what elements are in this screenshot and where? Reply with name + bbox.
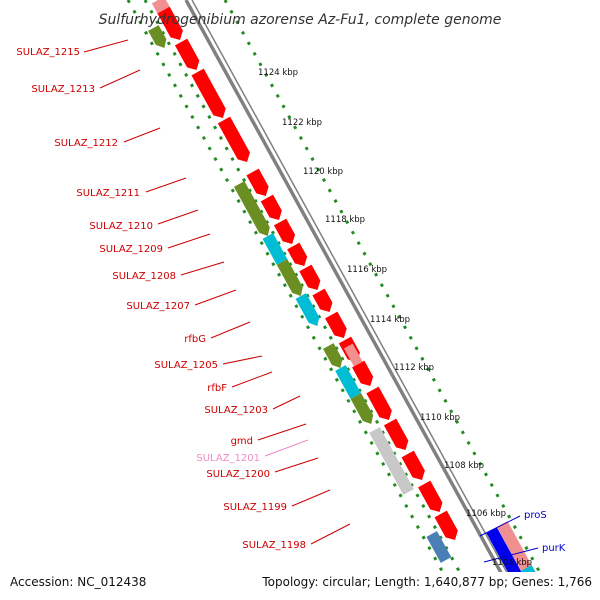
- gene-feature: [260, 194, 282, 220]
- label-callout: [479, 515, 521, 537]
- topology-summary: Topology: circular; Length: 1,640,877 bp…: [261, 575, 592, 589]
- gene-label: SULAZ_1207: [126, 301, 190, 312]
- gene-label: gmd: [231, 436, 253, 447]
- map-title: Sulfurhydrogenibium azorense Az-Fu1, com…: [99, 12, 502, 28]
- gene-feature: [325, 311, 347, 338]
- label-callout: [180, 261, 225, 276]
- gene-label: SULAZ_1213: [31, 84, 95, 95]
- kbp-label: 1110 kbp: [420, 413, 460, 423]
- kbp-label: 1120 kbp: [303, 167, 343, 177]
- callout-lines: [83, 39, 539, 563]
- gene-label: SULAZ_1205: [154, 360, 218, 371]
- backbone-line: [184, 0, 518, 600]
- gene-feature: [343, 343, 363, 367]
- gene-feature: [217, 116, 250, 162]
- gene-feature: [369, 427, 414, 495]
- gene-label: SULAZ_1199: [223, 502, 287, 513]
- kbp-label: 1116 kbp: [347, 265, 387, 275]
- gene-label: SULAZ_1215: [16, 47, 80, 58]
- left-gene-labels: SULAZ_1215 SULAZ_1213 SULAZ_1212 SULAZ_1211…: [16, 47, 306, 551]
- label-callout: [83, 39, 129, 53]
- accession-text: Accession: NC_012438: [10, 575, 146, 589]
- kbp-label: 1104 kbp: [492, 558, 532, 568]
- gene-label: SULAZ_1203: [204, 405, 268, 416]
- gene-feature: [148, 25, 167, 48]
- gene-feature: [262, 233, 288, 265]
- gene-label: SULAZ_1210: [89, 221, 153, 232]
- kbp-label: 1114 kbp: [370, 315, 410, 325]
- gene-label: rfbF: [207, 383, 227, 394]
- gene-feature: [246, 168, 269, 196]
- backbone: [184, 0, 523, 600]
- kbp-label: 1124 kbp: [258, 68, 298, 78]
- gene-feature: [233, 181, 270, 236]
- gene-feature: [352, 360, 374, 386]
- gene-label: proS: [524, 510, 547, 521]
- gene-feature: [273, 218, 296, 244]
- inner-tick-line: [126, 0, 460, 600]
- kbp-label: 1106 kbp: [466, 509, 506, 519]
- label-callout: [231, 371, 273, 388]
- label-callout: [157, 209, 199, 225]
- kbp-label: 1118 kbp: [325, 215, 365, 225]
- backbone-line-inner: [191, 0, 523, 600]
- kbp-label: 1112 kbp: [394, 363, 434, 373]
- gene-feature: [335, 365, 362, 399]
- label-callout: [210, 321, 251, 339]
- gene-feature: [312, 288, 333, 312]
- gene-feature: [174, 38, 200, 70]
- gene-label: SULAZ_1201: [196, 453, 260, 464]
- inner-tick-line-2: [143, 0, 477, 600]
- label-callout: [99, 69, 141, 89]
- gene-feature: [299, 264, 321, 290]
- label-callout: [264, 439, 309, 457]
- label-callout: [222, 355, 263, 365]
- gene-features: [148, 0, 550, 600]
- label-callout: [145, 177, 187, 193]
- gene-label: purK: [542, 543, 566, 554]
- footer-background: [0, 572, 600, 600]
- gene-label: SULAZ_1200: [206, 469, 270, 480]
- kbp-label: 1108 kbp: [444, 461, 484, 471]
- label-callout: [257, 423, 307, 441]
- gene-feature: [276, 259, 303, 296]
- gene-feature: [157, 6, 183, 41]
- gene-feature: [151, 0, 170, 14]
- gene-feature: [350, 393, 374, 424]
- gene-feature: [383, 418, 409, 450]
- label-callout: [194, 289, 237, 306]
- gene-feature: [323, 343, 343, 368]
- label-callout: [291, 489, 331, 507]
- label-callout: [274, 457, 319, 473]
- gene-feature: [295, 293, 320, 326]
- label-callout: [483, 547, 539, 563]
- gene-feature: [434, 510, 458, 540]
- right-gene-labels: proS purK: [524, 510, 566, 554]
- gene-feature: [191, 68, 226, 118]
- label-callout: [167, 233, 211, 249]
- kbp-label: 1122 kbp: [282, 118, 322, 128]
- gene-label: SULAZ_1208: [112, 271, 176, 282]
- gene-feature: [287, 242, 308, 266]
- label-callout: [123, 127, 161, 143]
- gene-feature: [418, 480, 443, 512]
- gene-label: SULAZ_1198: [242, 540, 306, 551]
- gene-label: SULAZ_1211: [76, 188, 140, 199]
- gene-feature: [401, 450, 425, 480]
- gene-label: SULAZ_1209: [99, 244, 163, 255]
- label-callout: [310, 523, 351, 545]
- label-callout: [272, 395, 301, 410]
- gene-feature: [426, 531, 452, 563]
- kbp-labels: 1124 kbp 1122 kbp 1120 kbp 1118 kbp 1116 kbp…: [258, 68, 532, 568]
- gene-feature: [366, 386, 392, 420]
- gene-label: rfbG: [184, 334, 206, 345]
- gene-label: SULAZ_1212: [54, 138, 118, 149]
